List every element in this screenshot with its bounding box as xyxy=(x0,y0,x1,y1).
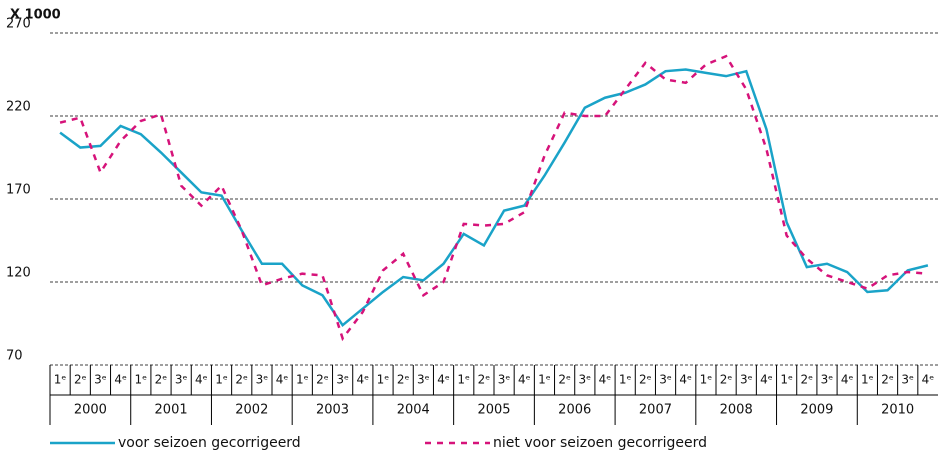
x-tick-label: 3ᵉ xyxy=(336,373,349,387)
year-label: 2001 xyxy=(155,403,188,418)
y-tick-label: 170 xyxy=(6,183,31,198)
x-tick-label: 3ᵉ xyxy=(740,373,753,387)
x-tick-label: 4ᵉ xyxy=(679,373,692,387)
x-tick-label: 4ᵉ xyxy=(195,373,208,387)
x-tick-label: 4ᵉ xyxy=(599,373,612,387)
x-tick-label: 1ᵉ xyxy=(619,373,632,387)
y-tick-label: 270 xyxy=(6,17,31,32)
year-label: 2002 xyxy=(235,403,268,418)
x-tick-label: 1ᵉ xyxy=(700,373,713,387)
x-tick-label: 4ᵉ xyxy=(922,373,935,387)
year-label: 2005 xyxy=(477,403,510,418)
year-label: 2003 xyxy=(316,403,349,418)
x-tick-label: 4ᵉ xyxy=(760,373,773,387)
x-tick-label: 3ᵉ xyxy=(659,373,672,387)
x-tick-label: 1ᵉ xyxy=(54,373,67,387)
year-label: 2008 xyxy=(720,403,753,418)
x-tick-label: 3ᵉ xyxy=(821,373,834,387)
x-tick-label: 4ᵉ xyxy=(518,373,531,387)
year-label: 2000 xyxy=(74,403,107,418)
x-tick-label: 3ᵉ xyxy=(498,373,511,387)
year-label: 2007 xyxy=(639,403,672,418)
x-tick-label: 3ᵉ xyxy=(256,373,269,387)
x-tick-label: 3ᵉ xyxy=(175,373,188,387)
year-label: 2006 xyxy=(558,403,591,418)
year-label: 2010 xyxy=(881,403,914,418)
y-tick-label: 70 xyxy=(6,349,23,364)
x-tick-label: 4ᵉ xyxy=(114,373,127,387)
x-tick-label: 2ᵉ xyxy=(74,373,87,387)
x-tick-label: 2ᵉ xyxy=(316,373,329,387)
x-tick-label: 1ᵉ xyxy=(861,373,874,387)
x-tick-label: 3ᵉ xyxy=(417,373,430,387)
x-tick-label: 1ᵉ xyxy=(457,373,470,387)
x-tick-label: 3ᵉ xyxy=(901,373,914,387)
x-tick-label: 1ᵉ xyxy=(134,373,147,387)
x-tick-label: 4ᵉ xyxy=(437,373,450,387)
x-tick-label: 2ᵉ xyxy=(155,373,168,387)
x-tick-label: 2ᵉ xyxy=(235,373,248,387)
year-label: 2009 xyxy=(800,403,833,418)
x-tick-label: 4ᵉ xyxy=(356,373,369,387)
x-tick-label: 1ᵉ xyxy=(780,373,793,387)
x-tick-label: 1ᵉ xyxy=(296,373,309,387)
x-tick-label: 3ᵉ xyxy=(578,373,591,387)
x-tick-label: 2ᵉ xyxy=(478,373,491,387)
x-tick-label: 2ᵉ xyxy=(720,373,733,387)
legend-label: voor seizoen gecorrigeerd xyxy=(118,435,301,451)
y-tick-label: 120 xyxy=(6,266,31,281)
x-tick-label: 2ᵉ xyxy=(639,373,652,387)
x-tick-label: 4ᵉ xyxy=(841,373,854,387)
data-line xyxy=(59,68,929,327)
y-axis-label: X 1000 xyxy=(10,8,61,23)
x-tick-label: 1ᵉ xyxy=(377,373,390,387)
x-tick-label: 1ᵉ xyxy=(215,373,228,387)
x-tick-label: 3ᵉ xyxy=(94,373,107,387)
x-tick-label: 2ᵉ xyxy=(558,373,571,387)
x-tick-label: 2ᵉ xyxy=(800,373,813,387)
legend-label: niet voor seizoen gecorrigeerd xyxy=(493,435,707,451)
x-tick-label: 1ᵉ xyxy=(538,373,551,387)
y-tick-label: 220 xyxy=(6,100,31,115)
x-tick-label: 2ᵉ xyxy=(397,373,410,387)
data-line xyxy=(59,54,929,342)
x-tick-label: 2ᵉ xyxy=(881,373,894,387)
x-tick-label: 4ᵉ xyxy=(276,373,289,387)
year-label: 2004 xyxy=(397,403,430,418)
